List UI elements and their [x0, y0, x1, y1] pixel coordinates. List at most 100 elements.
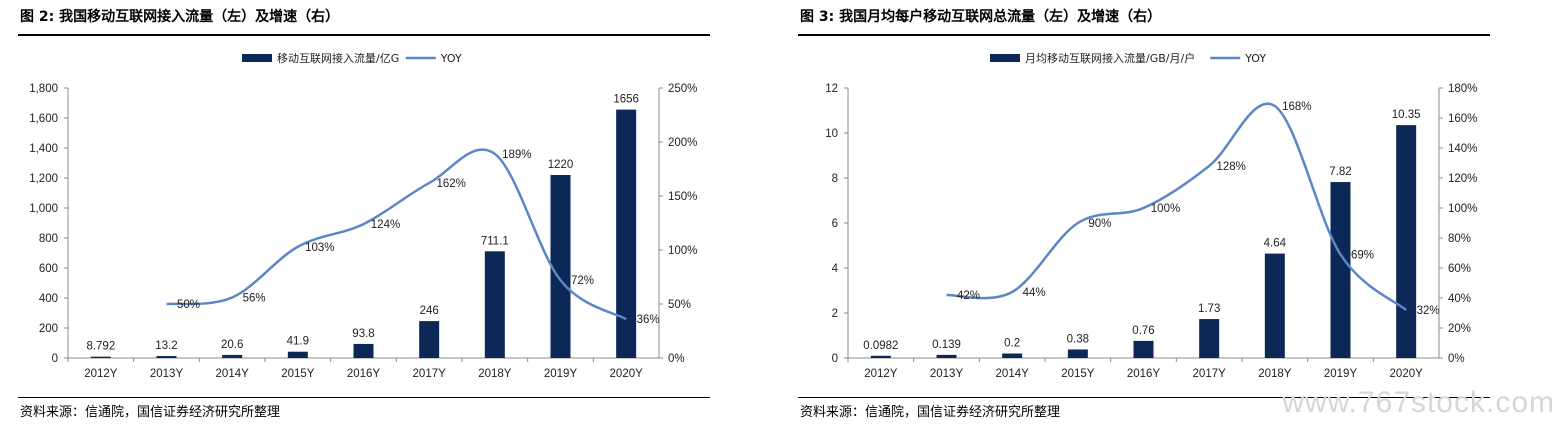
figure-3-chart: 0246810120%20%40%60%80%100%120%140%160%1… — [825, 51, 1477, 380]
right-tick-label: 160% — [1448, 113, 1477, 125]
yoy-value-label: 128% — [1216, 161, 1245, 173]
yoy-line — [166, 148, 627, 321]
bar-value-label: 8.792 — [86, 341, 115, 353]
legend: 月均移动互联网接入流量/GB/月/户 YOY — [990, 51, 1266, 65]
bar-value-label: 1220 — [548, 159, 574, 171]
x-tick-label: 2016Y — [1127, 368, 1161, 380]
left-tick-label: 600 — [39, 263, 58, 275]
top-rule — [18, 34, 710, 36]
right-tick-label: 120% — [1448, 173, 1477, 185]
legend-bar-label: 移动互联网接入流量/亿G — [277, 51, 399, 65]
right-tick-label: 180% — [1448, 83, 1477, 95]
right-tick-label: 40% — [1448, 293, 1471, 305]
figure-3-source: 资料来源：信通院，国信证券经济研究所整理 — [800, 405, 1061, 420]
left-tick-label: 8 — [832, 173, 838, 185]
bar — [936, 354, 957, 358]
bar — [419, 321, 440, 358]
legend-bar-swatch — [242, 54, 272, 62]
bar-value-label: 20.6 — [221, 339, 243, 351]
right-tick-label: 100% — [668, 245, 697, 257]
bar-value-label: 10.35 — [1392, 109, 1421, 121]
right-tick-label: 0% — [1448, 353, 1465, 365]
bar — [484, 251, 505, 358]
yoy-value-label: 162% — [436, 178, 465, 190]
legend-line-label: YOY — [440, 52, 462, 65]
yoy-value-label: 124% — [371, 219, 400, 231]
left-tick-label: 2 — [832, 308, 838, 320]
left-tick-label: 1,800 — [29, 83, 58, 95]
yoy-value-label: 103% — [305, 242, 334, 254]
yoy-value-label: 42% — [957, 290, 980, 302]
left-tick-label: 6 — [832, 218, 838, 230]
legend-bar-label: 月均移动互联网接入流量/GB/月/户 — [1025, 51, 1195, 65]
bar-value-label: 0.76 — [1132, 325, 1154, 337]
x-tick-label: 2016Y — [347, 368, 381, 380]
yoy-value-label: 72% — [571, 275, 594, 287]
right-tick-label: 80% — [1448, 233, 1471, 245]
bar — [222, 354, 243, 358]
right-tick-label: 150% — [668, 191, 697, 203]
legend: 移动互联网接入流量/亿G YOY — [242, 51, 462, 65]
yoy-value-label: 100% — [1151, 203, 1180, 215]
right-tick-label: 20% — [1448, 323, 1471, 335]
right-tick-label: 250% — [668, 83, 697, 95]
bottom-rule — [18, 397, 710, 398]
bar — [1396, 125, 1417, 358]
x-tick-label: 2014Y — [996, 368, 1030, 380]
bar-value-label: 1.73 — [1198, 303, 1220, 315]
bar-value-label: 13.2 — [155, 340, 177, 352]
x-tick-label: 2015Y — [1061, 368, 1095, 380]
left-tick-label: 1,400 — [29, 143, 58, 155]
yoy-value-label: 56% — [243, 293, 266, 305]
bar — [616, 109, 637, 358]
bar — [156, 356, 177, 358]
x-tick-label: 2014Y — [216, 368, 250, 380]
x-tick-label: 2018Y — [478, 368, 512, 380]
yoy-value-label: 50% — [177, 299, 200, 311]
bar-value-label: 93.8 — [352, 328, 374, 340]
left-tick-label: 400 — [39, 293, 58, 305]
x-tick-label: 2019Y — [1324, 368, 1358, 380]
bar — [90, 356, 111, 358]
bar-value-label: 0.139 — [932, 339, 961, 351]
yoy-value-label: 189% — [502, 149, 531, 161]
bar-value-label: 4.64 — [1264, 238, 1287, 250]
legend-line-label: YOY — [1244, 52, 1266, 65]
x-tick-label: 2013Y — [930, 368, 964, 380]
top-rule — [798, 34, 1490, 36]
bar-value-label: 0.38 — [1067, 333, 1089, 345]
bottom-rule — [798, 397, 1490, 398]
yoy-value-label: 90% — [1088, 218, 1111, 230]
bar — [1002, 353, 1023, 358]
x-tick-label: 2012Y — [864, 368, 898, 380]
x-tick-label: 2012Y — [84, 368, 118, 380]
bar-value-label: 0.0982 — [863, 340, 898, 352]
left-tick-label: 1,000 — [29, 203, 58, 215]
x-tick-label: 2015Y — [281, 368, 315, 380]
x-tick-label: 2013Y — [150, 368, 184, 380]
left-tick-label: 0 — [832, 353, 838, 365]
left-tick-label: 12 — [825, 83, 838, 95]
x-tick-label: 2017Y — [1193, 368, 1227, 380]
left-tick-label: 1,600 — [29, 113, 58, 125]
bar-value-label: 0.2 — [1004, 338, 1020, 350]
bar — [1330, 182, 1351, 358]
bar-value-label: 1656 — [613, 94, 639, 106]
right-tick-label: 200% — [668, 137, 697, 149]
bar-value-label: 41.9 — [287, 336, 309, 348]
bar-value-label: 7.82 — [1329, 166, 1351, 178]
left-tick-label: 0 — [52, 353, 58, 365]
left-tick-label: 1,200 — [29, 173, 58, 185]
right-tick-label: 50% — [668, 299, 691, 311]
left-tick-label: 800 — [39, 233, 58, 245]
figure-2-title: 图 2: 我国移动互联网接入流量（左）及增速（右） — [20, 9, 340, 25]
bar — [1133, 340, 1154, 358]
x-tick-label: 2020Y — [610, 368, 644, 380]
right-tick-label: 0% — [668, 353, 685, 365]
bar — [353, 343, 374, 358]
left-tick-label: 4 — [832, 263, 839, 275]
right-tick-label: 140% — [1448, 143, 1477, 155]
bar-value-label: 711.1 — [481, 235, 509, 247]
bar — [550, 175, 571, 358]
bar — [287, 351, 308, 358]
